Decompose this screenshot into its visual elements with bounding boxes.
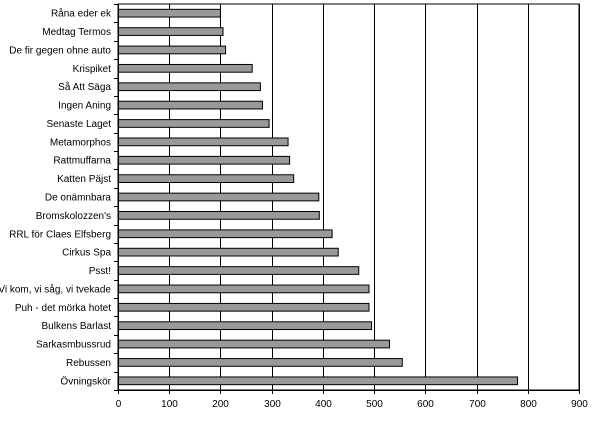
bar-12 [117,229,333,239]
category-label-15: Vi kom, vi såg, vi tvekade [0,283,111,295]
bar-10 [117,192,320,202]
category-label-12: RRL för Claes Elfsberg [9,229,111,240]
category-label-10: De onämnbara [45,193,112,204]
category-label-16: Puh - det mörka hotet [15,303,111,314]
x-tick-label: 900 [571,399,588,410]
bar-4 [117,82,261,92]
category-label-4: Så Att Säga [58,81,111,93]
bar-2 [117,45,227,55]
category-label-3: Krispiket [73,64,112,75]
x-tick-label: 100 [161,399,178,410]
bar-7 [117,137,289,147]
category-labels: Råna eder ek Medtag Termos De fir gegen oh… [0,8,112,388]
bar-17 [117,321,373,331]
bar-18 [117,339,390,349]
category-label-6: Senaste Laget [47,119,112,130]
x-tick-label: 600 [417,399,434,410]
category-label-7: Metamorphos [50,137,111,148]
category-label-20: Övningskör [60,375,111,387]
category-label-8: Rattmuffarna [53,156,111,167]
axes [114,3,580,394]
category-label-17: Bulkens Barlast [42,321,112,332]
bar-14 [117,266,360,275]
bar-5 [117,100,263,110]
bar-3 [117,63,253,73]
x-tick-label: 400 [315,399,332,410]
category-label-0: Råna eder ek [51,8,112,20]
category-label-1: Medtag Termos [42,27,111,38]
bar-9 [117,174,295,183]
category-label-2: De fir gegen ohne auto [9,45,111,56]
x-tick-label: 0 [116,399,122,410]
bar-13 [117,247,339,257]
bar-11 [117,211,320,220]
bar-20 [117,376,519,386]
category-label-13: Cirkus Spa [62,248,111,259]
category-label-9: Katten Päjst [57,174,111,185]
bar-15 [117,284,370,294]
category-label-5: Ingen Aning [58,101,111,112]
bar-8 [117,155,291,165]
category-label-19: Rebussen [66,358,111,369]
bar-19 [117,358,403,367]
x-tick-label: 200 [212,399,229,410]
x-tick-label: 800 [520,399,537,410]
bar-0 [117,8,221,18]
bar-1 [117,27,224,36]
bars [117,8,519,386]
category-label-18: Sarkasmbussrud [36,340,111,351]
x-tick-label: 500 [366,399,383,410]
x-tick-label: 300 [264,399,281,410]
x-tick-labels: 0 100 200 300 400 500 600 700 800 900 [116,399,589,410]
bar-16 [117,302,370,312]
category-label-11: Bromskolozzen's [36,211,111,222]
category-label-14: Psst! [89,266,111,277]
bar-6 [117,119,270,128]
x-tick-label: 700 [469,399,486,410]
